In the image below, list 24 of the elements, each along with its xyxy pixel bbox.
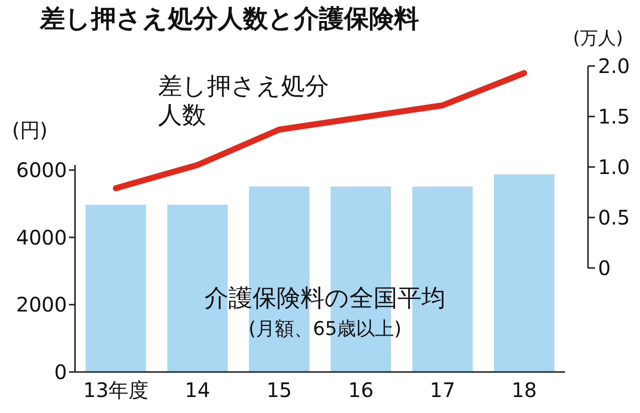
y-tick-label: 2000: [16, 292, 67, 317]
y2-axis-title: (万人): [572, 28, 624, 50]
series-label: 介護保険料の全国平均: [204, 284, 446, 313]
y2-tick-label: 1.0: [598, 155, 630, 179]
bar: [86, 204, 146, 372]
chart-title: 差し押さえ処分人数と介護保険料: [40, 4, 419, 34]
x-tick-label: 13年度: [83, 378, 149, 402]
y2-tick-label: 0: [598, 256, 611, 280]
y-tick-label: 4000: [16, 225, 67, 250]
annotation: (月額、65歳以上): [247, 318, 402, 341]
x-tick-label: 14: [184, 378, 210, 402]
x-tick-label: 15: [266, 378, 292, 402]
x-tick-label: 17: [430, 378, 456, 402]
y2-tick-label: 1.5: [598, 104, 630, 128]
y2-tick-label: 0.5: [598, 206, 630, 230]
bar: [494, 174, 554, 372]
y-tick-label: 6000: [16, 158, 67, 182]
series-label: 差し押さえ処分人数: [158, 72, 330, 130]
x-tick-label: 18: [511, 378, 537, 402]
y2-tick-label: 2.0: [598, 54, 630, 78]
y-axis-title: (円): [12, 118, 48, 142]
y-tick-label: 0: [54, 360, 67, 384]
x-tick-label: 16: [348, 378, 374, 402]
bar: [167, 204, 228, 372]
